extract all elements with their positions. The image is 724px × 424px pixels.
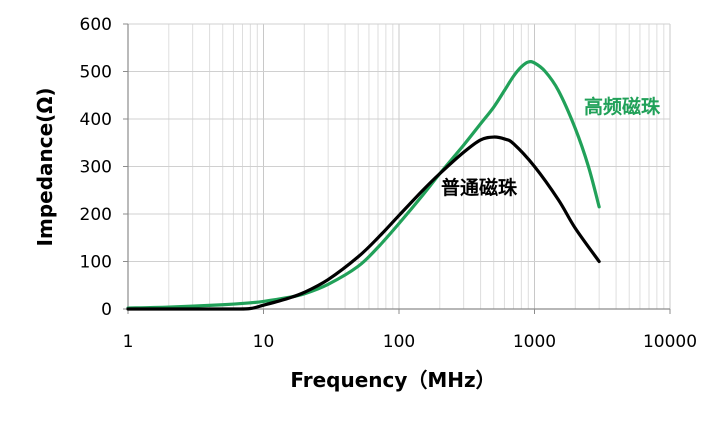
series-label-ordinary-bead: 普通磁珠 [441,176,518,199]
y-tick-label: 600 [80,15,112,35]
y-tick-label: 400 [80,110,112,130]
y-tick-label: 500 [80,63,112,83]
x-tick-label: 10 [253,332,275,352]
y-tick-label: 0 [101,300,112,320]
series-lines [126,60,601,311]
x-tick-label: 1 [123,332,134,352]
x-tick-labels: 1 10 100 1000 10000 [123,332,697,352]
series-labels: 普通磁珠 高频磁珠 [441,95,661,199]
y-axis-title: Impedance(Ω) [33,88,57,247]
series-label-high-freq-bead: 高频磁珠 [584,95,661,118]
grid [128,23,671,309]
y-tick-labels: 0 100 200 300 400 500 600 [80,15,112,320]
series-line-ordinary-bead [126,135,601,311]
x-tick-label: 10000 [643,332,697,352]
x-tick-label: 100 [383,332,415,352]
series-line-high-freq-bead [126,60,601,310]
x-axis-title: Frequency（MHz） [290,368,495,392]
x-tick-label: 1000 [513,332,556,352]
y-tick-label: 100 [80,253,112,273]
y-tick-label: 300 [80,158,112,178]
y-tick-label: 200 [80,205,112,225]
